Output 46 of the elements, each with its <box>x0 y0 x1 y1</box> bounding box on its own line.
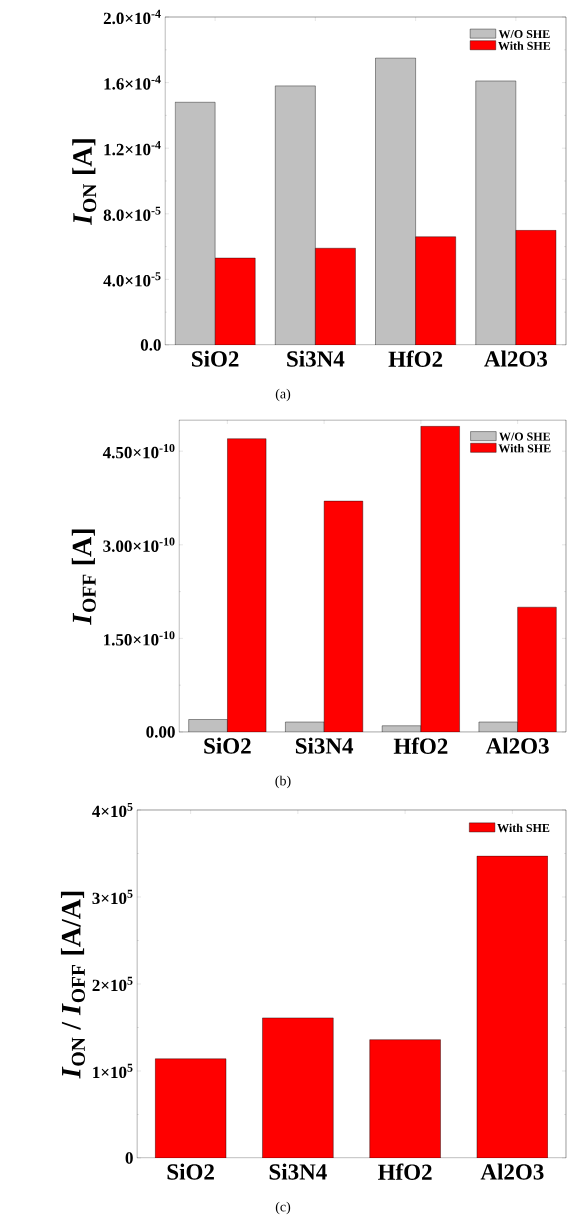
y-axis-title: I$_{OFF}$ [A] <box>71 529 96 625</box>
bar <box>315 248 356 345</box>
y-axis-title: I$_{ON}$ / I$_{OFF}$ [A/A] <box>60 891 85 1079</box>
y-tick-label: 1.6×10$^{-4}$ <box>104 75 161 90</box>
legend-label: W/O SHE <box>498 30 550 39</box>
x-tick-label: Al2O3 <box>484 350 548 367</box>
x-tick-label: HfO2 <box>378 1163 432 1180</box>
y-tick-label: 1.2×10$^{-4}$ <box>104 141 161 156</box>
text: (c) <box>275 1201 291 1215</box>
x-tick-label: SiO2 <box>192 350 239 367</box>
legend-label: With SHE <box>498 444 551 453</box>
y-tick-label: 4.0×10$^{-5}$ <box>103 272 161 287</box>
y-tick-label: 1×10$^{5}$ <box>93 1063 133 1079</box>
x-tick-label: SiO2 <box>167 1163 214 1180</box>
bar <box>475 80 517 345</box>
bar <box>275 85 316 345</box>
y-tick-label: 3.00×10$^{-10}$ <box>103 537 175 552</box>
bar <box>515 230 557 345</box>
y-tick-label: 4×10$^{5}$ <box>92 802 133 818</box>
y-tick-label: 4.50×10$^{-10}$ <box>102 443 175 459</box>
y-tick-label: 0 <box>125 1152 133 1164</box>
y-tick-label: 3×10$^{5}$ <box>92 889 133 905</box>
bar <box>175 102 216 345</box>
bar <box>215 258 256 345</box>
y-tick-label: 0.0 <box>140 339 161 351</box>
legend-label: With SHE <box>498 41 551 50</box>
x-tick-label: Si3N4 <box>269 1163 327 1180</box>
y-axis-title: I$_{ON}$ [A] <box>72 139 97 225</box>
x-tick-label: HfO2 <box>393 737 448 754</box>
y-tick-label: 2×10$^{5}$ <box>92 976 133 992</box>
y-tick-label: 1.50×10$^{-10}$ <box>104 631 175 646</box>
x-tick-label: HfO2 <box>388 350 443 367</box>
y-tick-label: 0.00 <box>146 726 175 738</box>
legend-label: With SHE <box>497 823 550 833</box>
x-tick-label: Al2O3 <box>485 737 549 754</box>
text: (b) <box>275 775 291 789</box>
legend-label: W/O SHE <box>499 432 550 441</box>
x-tick-label: SiO2 <box>204 737 251 754</box>
x-tick-label: Si3N4 <box>295 737 354 754</box>
y-tick-label: 8.0×10$^{-5}$ <box>103 206 161 221</box>
bar <box>375 58 416 345</box>
y-tick-label: 2.0×10$^{-4}$ <box>103 9 161 25</box>
x-tick-label: Al2O3 <box>480 1163 544 1180</box>
x-tick-label: Si3N4 <box>287 350 345 367</box>
text: (a) <box>275 388 291 402</box>
bar <box>415 236 456 345</box>
